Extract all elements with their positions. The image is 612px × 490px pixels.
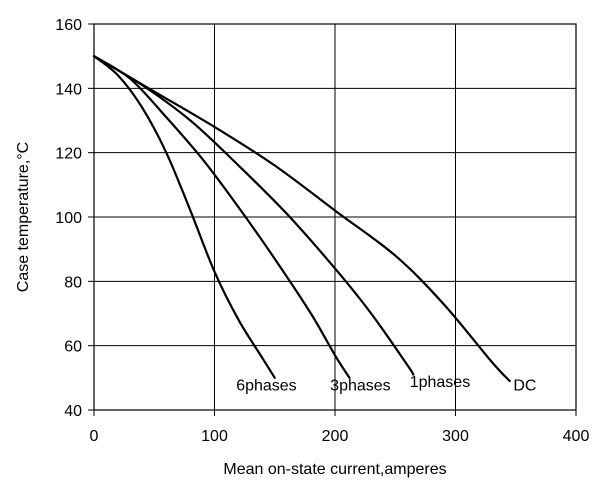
gridlines [94,24,576,410]
series-line-1phases [92,55,415,376]
x-tick-label: 300 [442,428,469,445]
tick-marks [88,23,577,416]
y-tick-label: 60 [64,339,82,356]
series-label-1phases: 1phases [410,374,471,391]
y-tick-label: 100 [55,210,82,227]
series-label-3phases: 3phases [330,377,391,394]
series-label-6phases: 6phases [236,377,297,394]
x-axis-label: Mean on-state current,amperes [223,461,446,478]
y-tick-label: 120 [55,146,82,163]
y-axis-tick-labels: 40 60 80 100 120 140 160 [55,17,82,420]
x-tick-label: 0 [90,428,99,445]
y-tick-label: 140 [55,81,82,98]
series-labels: 6phases 3phases 1phases DC [236,374,536,394]
y-axis-label: Case temperature,°C [15,142,32,292]
series-label-dc: DC [513,377,536,394]
x-axis-tick-labels: 0 100 200 300 400 [90,428,590,445]
series-line-3phases [92,55,351,379]
x-tick-label: 400 [563,428,590,445]
series-lines [92,55,511,383]
y-tick-label: 80 [64,274,82,291]
series-line-dc [92,55,511,383]
y-tick-label: 40 [64,403,82,420]
x-tick-label: 100 [201,428,228,445]
x-tick-label: 200 [322,428,349,445]
series-line-6phases [92,55,276,379]
y-tick-label: 160 [55,17,82,34]
